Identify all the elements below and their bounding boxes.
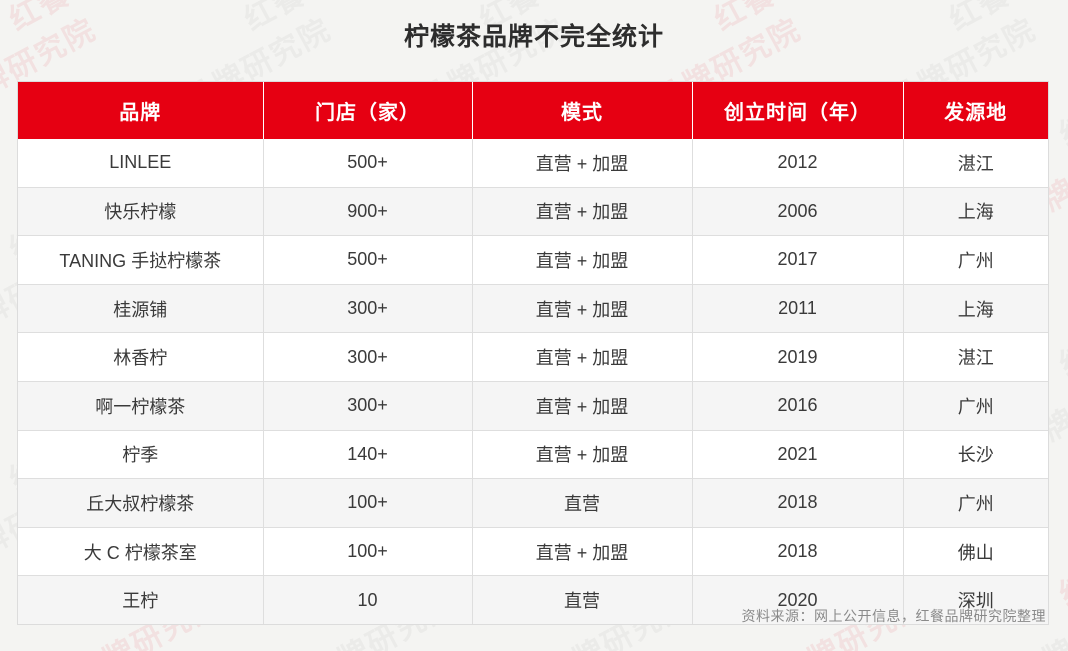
- cell-brand: 柠季: [18, 430, 264, 480]
- cell-brand: TANING 手挞柠檬茶: [18, 235, 264, 285]
- cell-mode: 直营 + 加盟: [472, 235, 693, 285]
- cell-founded: 2011: [692, 284, 904, 334]
- cell-mode: 直营: [472, 575, 693, 624]
- cell-origin: 上海: [903, 187, 1048, 237]
- cell-brand: 啊一柠檬茶: [18, 381, 264, 431]
- column-header-stores: 门店（家）: [263, 82, 473, 139]
- table-row: 柠季 140+ 直营 + 加盟 2021 长沙: [18, 430, 1048, 480]
- cell-mode: 直营 + 加盟: [472, 139, 693, 188]
- cell-origin: 广州: [903, 235, 1048, 285]
- cell-mode: 直营 + 加盟: [472, 332, 693, 382]
- table-row: 快乐柠檬 900+ 直营 + 加盟 2006 上海: [18, 187, 1048, 237]
- table-row: 啊一柠檬茶 300+ 直营 + 加盟 2016 广州: [18, 381, 1048, 431]
- table-row: 王柠 10 直营 2020 深圳: [18, 575, 1048, 624]
- watermark-text: 红餐 品牌研究院: [1054, 473, 1068, 613]
- table-header-row: 品牌 门店（家） 模式 创立时间（年） 发源地: [18, 82, 1048, 139]
- table-row: 大 C 柠檬茶室 100+ 直营 + 加盟 2018 佛山: [18, 527, 1048, 577]
- table-row: 林香柠 300+ 直营 + 加盟 2019 湛江: [18, 332, 1048, 382]
- column-header-mode: 模式: [472, 82, 693, 139]
- cell-origin: 广州: [903, 381, 1048, 431]
- cell-mode: 直营 + 加盟: [472, 284, 693, 334]
- cell-founded: 2020: [692, 575, 904, 624]
- cell-stores: 10: [263, 575, 473, 624]
- table-row: 桂源铺 300+ 直营 + 加盟 2011 上海: [18, 284, 1048, 334]
- cell-founded: 2018: [692, 527, 904, 577]
- column-header-origin: 发源地: [903, 82, 1048, 139]
- cell-mode: 直营 + 加盟: [472, 381, 693, 431]
- column-header-founded: 创立时间（年）: [692, 82, 904, 139]
- cell-brand: LINLEE: [18, 139, 264, 188]
- table-row: LINLEE 500+ 直营 + 加盟 2012 湛江: [18, 139, 1048, 188]
- cell-founded: 2017: [692, 235, 904, 285]
- cell-brand: 快乐柠檬: [18, 187, 264, 237]
- cell-stores: 100+: [263, 527, 473, 577]
- cell-stores: 100+: [263, 478, 473, 528]
- source-note: 资料来源：网上公开信息，红餐品牌研究院整理: [741, 608, 1046, 624]
- cell-mode: 直营 + 加盟: [472, 187, 693, 237]
- cell-stores: 500+: [263, 235, 473, 285]
- cell-origin: 深圳: [957, 591, 994, 612]
- cell-founded: 2021: [692, 430, 904, 480]
- table-row: 丘大叔柠檬茶 100+ 直营 2018 广州: [18, 478, 1048, 528]
- cell-origin: 广州: [903, 478, 1048, 528]
- cell-brand: 林香柠: [18, 332, 264, 382]
- watermark-text: 红餐 品牌研究院: [1054, 243, 1068, 383]
- cell-founded: 2019: [692, 332, 904, 382]
- cell-origin: 佛山: [903, 527, 1048, 577]
- lemon-tea-brands-table: 品牌 门店（家） 模式 创立时间（年） 发源地 LINLEE 500+ 直营 + 加…: [18, 82, 1048, 624]
- cell-founded: 2016: [692, 381, 904, 431]
- cell-brand: 丘大叔柠檬茶: [18, 478, 264, 528]
- cell-founded: 2018: [692, 478, 904, 528]
- cell-stores: 900+: [263, 187, 473, 237]
- column-header-brand: 品牌: [18, 82, 264, 139]
- table-body: LINLEE 500+ 直营 + 加盟 2012 湛江 快乐柠檬 900+ 直营 + 加盟 20…: [18, 139, 1048, 624]
- cell-mode: 直营 + 加盟: [472, 527, 693, 577]
- table-row: TANING 手挞柠檬茶 500+ 直营 + 加盟 2017 广州: [18, 235, 1048, 285]
- cell-mode: 直营: [472, 478, 693, 528]
- cell-founded: 2006: [692, 187, 904, 237]
- cell-stores: 300+: [263, 332, 473, 382]
- cell-mode: 直营 + 加盟: [472, 430, 693, 480]
- cell-brand: 王柠: [18, 575, 264, 624]
- cell-stores: 500+: [263, 139, 473, 188]
- cell-origin: 上海: [903, 284, 1048, 334]
- cell-brand: 桂源铺: [18, 284, 264, 334]
- table-header: 品牌 门店（家） 模式 创立时间（年） 发源地: [18, 82, 1048, 139]
- cell-founded: 2012: [692, 139, 904, 188]
- cell-origin: 湛江: [903, 139, 1048, 188]
- cell-stores: 300+: [263, 381, 473, 431]
- cell-stores: 300+: [263, 284, 473, 334]
- cell-stores: 140+: [263, 430, 473, 480]
- cell-origin: 湛江: [903, 332, 1048, 382]
- page-title: 柠檬茶品牌不完全统计: [403, 23, 664, 51]
- cell-origin: 长沙: [903, 430, 1048, 480]
- cell-brand: 大 C 柠檬茶室: [18, 527, 264, 577]
